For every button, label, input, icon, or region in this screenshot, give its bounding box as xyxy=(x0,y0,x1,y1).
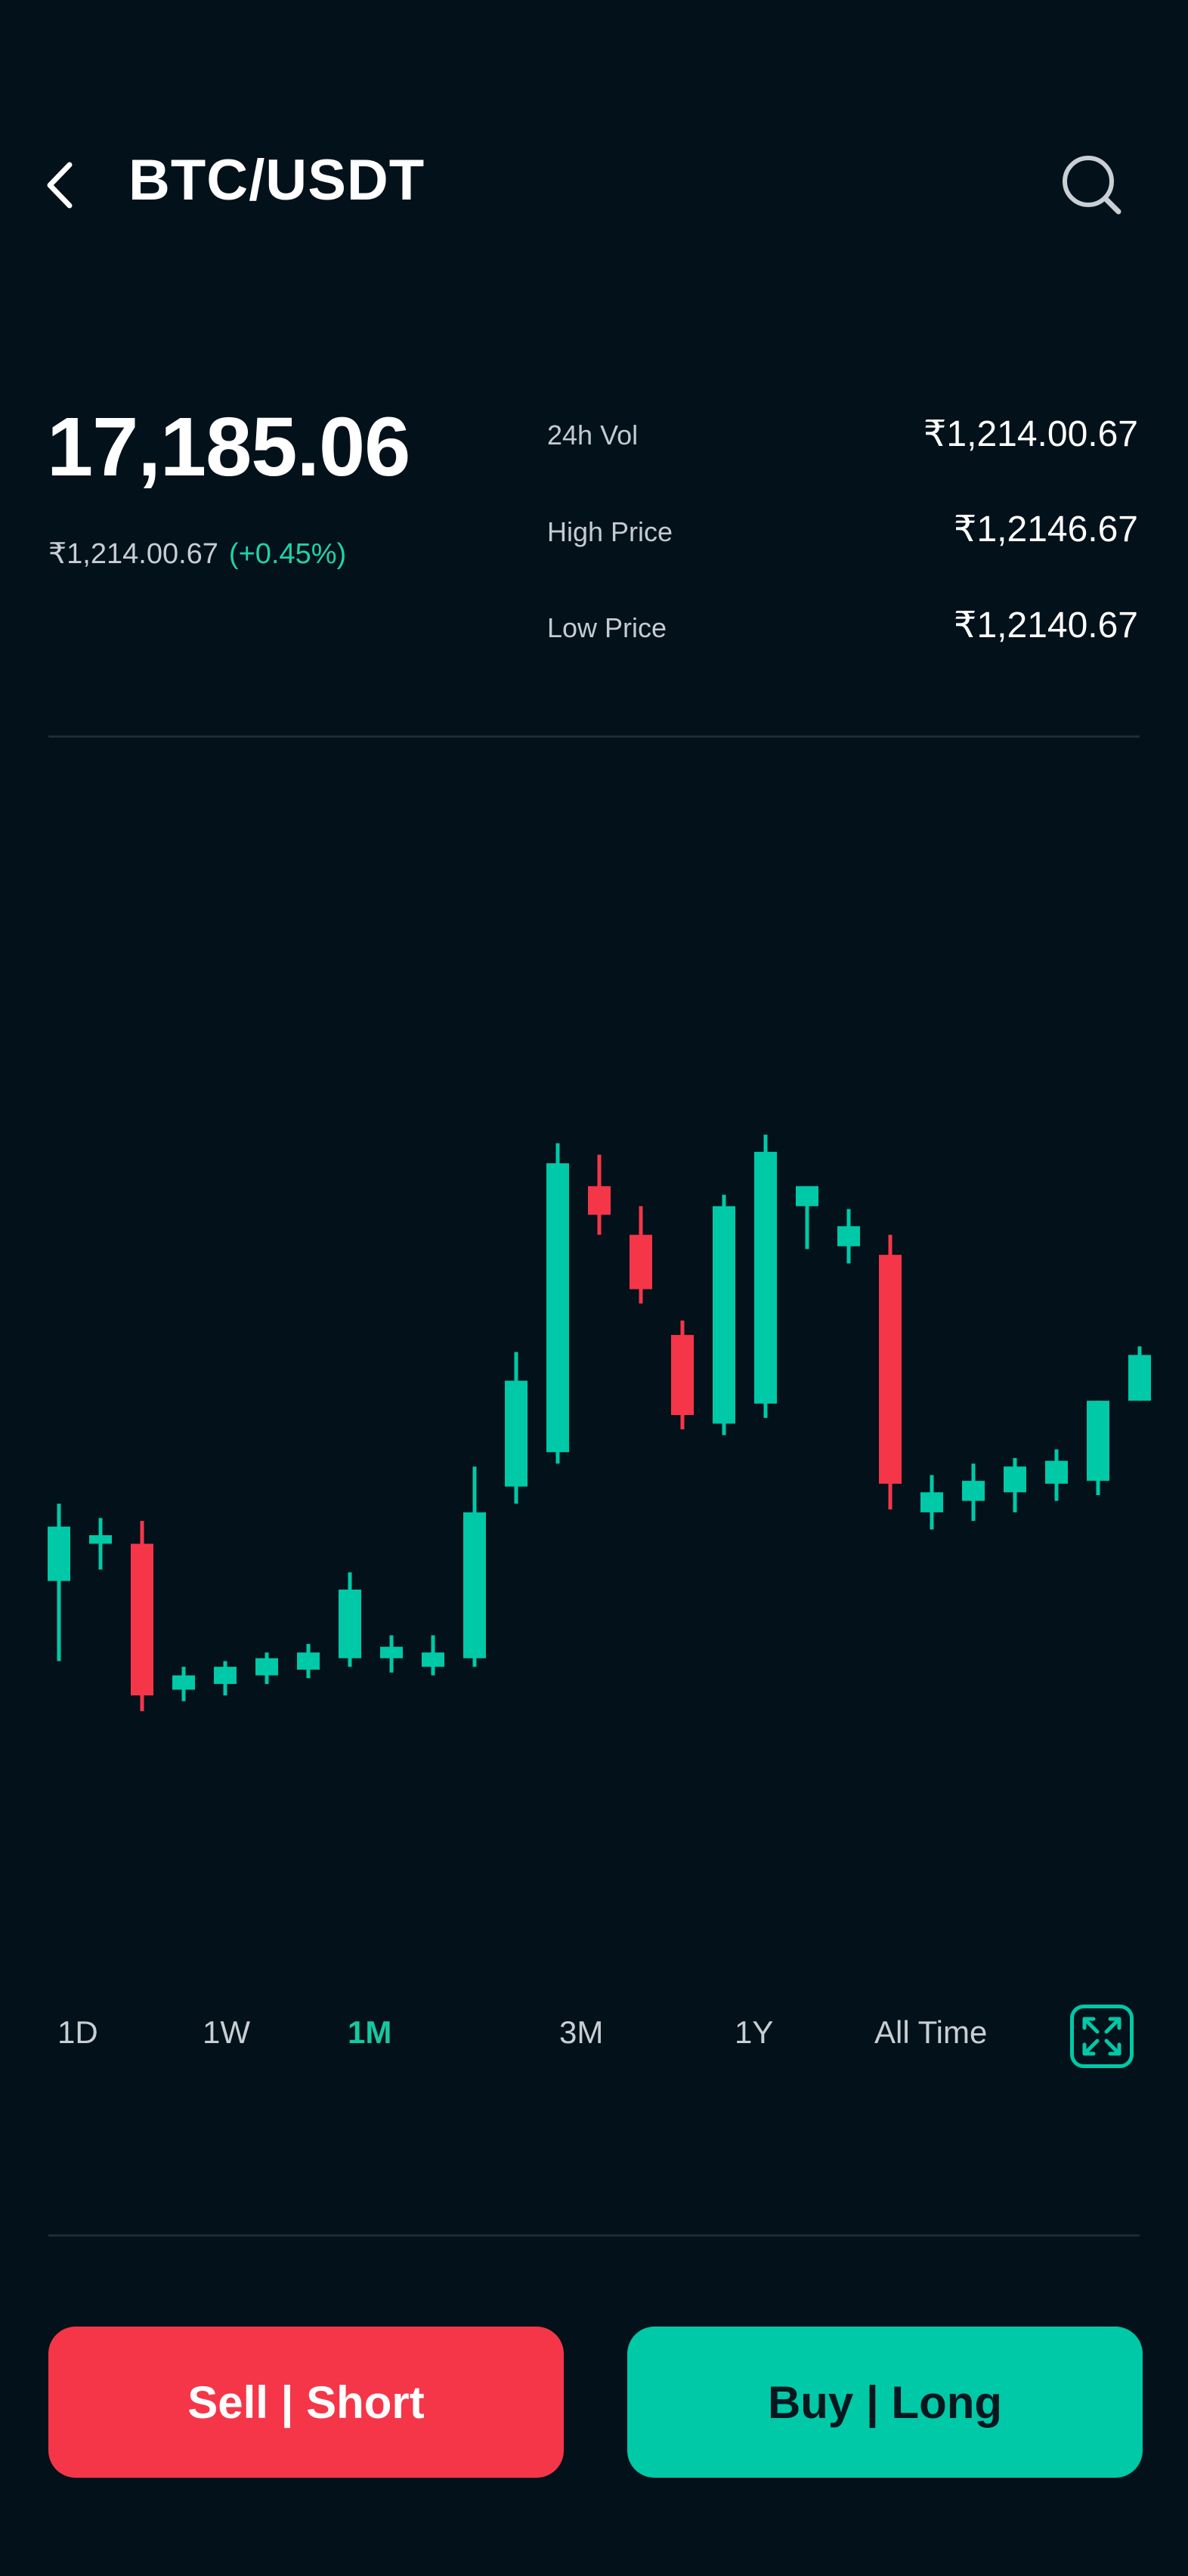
candle-body xyxy=(920,1492,943,1512)
candle xyxy=(422,1635,444,1676)
candle-body xyxy=(422,1652,444,1667)
expand-chart-button[interactable] xyxy=(1070,2005,1134,2068)
candle-body xyxy=(1128,1355,1151,1401)
candle-body xyxy=(630,1234,652,1290)
candle-body xyxy=(172,1675,195,1690)
candle-body xyxy=(297,1652,320,1670)
candle-body xyxy=(48,1526,70,1581)
candle-body xyxy=(1045,1460,1068,1484)
page-title: BTC/USDT xyxy=(128,148,425,212)
candle xyxy=(89,1518,112,1570)
divider-bottom xyxy=(48,2234,1140,2237)
candle-body xyxy=(962,1481,985,1501)
candle-body xyxy=(754,1151,777,1404)
timeframe-1m[interactable]: 1M xyxy=(348,2014,392,2050)
back-button[interactable] xyxy=(39,151,85,219)
candle-body xyxy=(588,1186,611,1215)
candle xyxy=(754,1135,777,1418)
candle xyxy=(920,1475,943,1530)
timeframe-3m[interactable]: 3M xyxy=(559,2014,604,2050)
candle-body xyxy=(255,1658,278,1676)
candle xyxy=(505,1351,527,1504)
candle xyxy=(1045,1449,1068,1501)
candle xyxy=(1087,1401,1109,1496)
stat-label-high-price: High Price xyxy=(547,516,673,547)
candle xyxy=(837,1209,860,1264)
price-change-percent: (+0.45%) xyxy=(228,538,347,570)
candle xyxy=(339,1572,361,1667)
price-sub-row: ₹1,214.00.67 (+0.45%) xyxy=(48,537,346,571)
candle-body xyxy=(1004,1466,1026,1493)
expand-icon xyxy=(1082,2017,1121,2056)
candle xyxy=(463,1466,486,1667)
search-icon xyxy=(1063,156,1121,215)
buy-long-button[interactable]: Buy | Long xyxy=(627,2327,1143,2478)
timeframe-1w[interactable]: 1W xyxy=(203,2014,250,2050)
candle xyxy=(214,1661,237,1695)
candle xyxy=(546,1143,569,1464)
candle-body xyxy=(505,1380,527,1487)
stat-value-24h-vol: ₹1,214.00.67 xyxy=(923,414,1138,454)
candle xyxy=(131,1521,153,1711)
candle xyxy=(255,1652,278,1684)
divider-top xyxy=(48,735,1140,738)
stat-value-low-price: ₹1,2140.67 xyxy=(953,605,1138,646)
candle-body xyxy=(796,1186,818,1206)
candle-body xyxy=(380,1646,403,1658)
candle xyxy=(796,1186,818,1249)
candle-body xyxy=(214,1667,237,1684)
stat-label-24h-vol: 24h Vol xyxy=(547,420,639,450)
candle-body xyxy=(713,1206,735,1424)
candle xyxy=(630,1206,652,1304)
candle xyxy=(48,1503,70,1661)
candle xyxy=(1004,1457,1026,1512)
stat-value-high-price: ₹1,2146.67 xyxy=(953,509,1138,550)
candle-body xyxy=(89,1535,112,1544)
candle xyxy=(671,1321,694,1429)
candle-body xyxy=(339,1589,361,1658)
sell-short-button[interactable]: Sell | Short xyxy=(48,2327,564,2478)
stat-label-low-price: Low Price xyxy=(547,612,667,643)
candle xyxy=(879,1234,902,1509)
candle-body xyxy=(1087,1401,1109,1482)
candle-body xyxy=(546,1163,569,1453)
candlestick-chart xyxy=(48,1135,1151,1711)
candle xyxy=(380,1635,403,1673)
timeframe-1d[interactable]: 1D xyxy=(57,2014,98,2050)
candle-body xyxy=(463,1512,486,1658)
candle xyxy=(713,1194,735,1435)
price-sub-value: ₹1,214.00.67 xyxy=(48,538,218,570)
candle xyxy=(962,1463,985,1522)
candle-body xyxy=(671,1335,694,1416)
candle xyxy=(297,1643,320,1679)
candle-body xyxy=(837,1226,860,1246)
timeframe-1y[interactable]: 1Y xyxy=(735,2014,774,2050)
candle xyxy=(588,1154,611,1235)
search-button[interactable] xyxy=(1058,151,1126,219)
chevron-left-icon xyxy=(47,162,73,209)
candle-body xyxy=(879,1255,902,1484)
candle xyxy=(172,1667,195,1701)
timeframe-all-time[interactable]: All Time xyxy=(874,2014,988,2050)
candle-body xyxy=(131,1543,153,1695)
header-bar: BTC/USDT xyxy=(0,0,1188,227)
candle xyxy=(1128,1346,1151,1401)
current-price: 17,185.06 xyxy=(47,401,410,494)
